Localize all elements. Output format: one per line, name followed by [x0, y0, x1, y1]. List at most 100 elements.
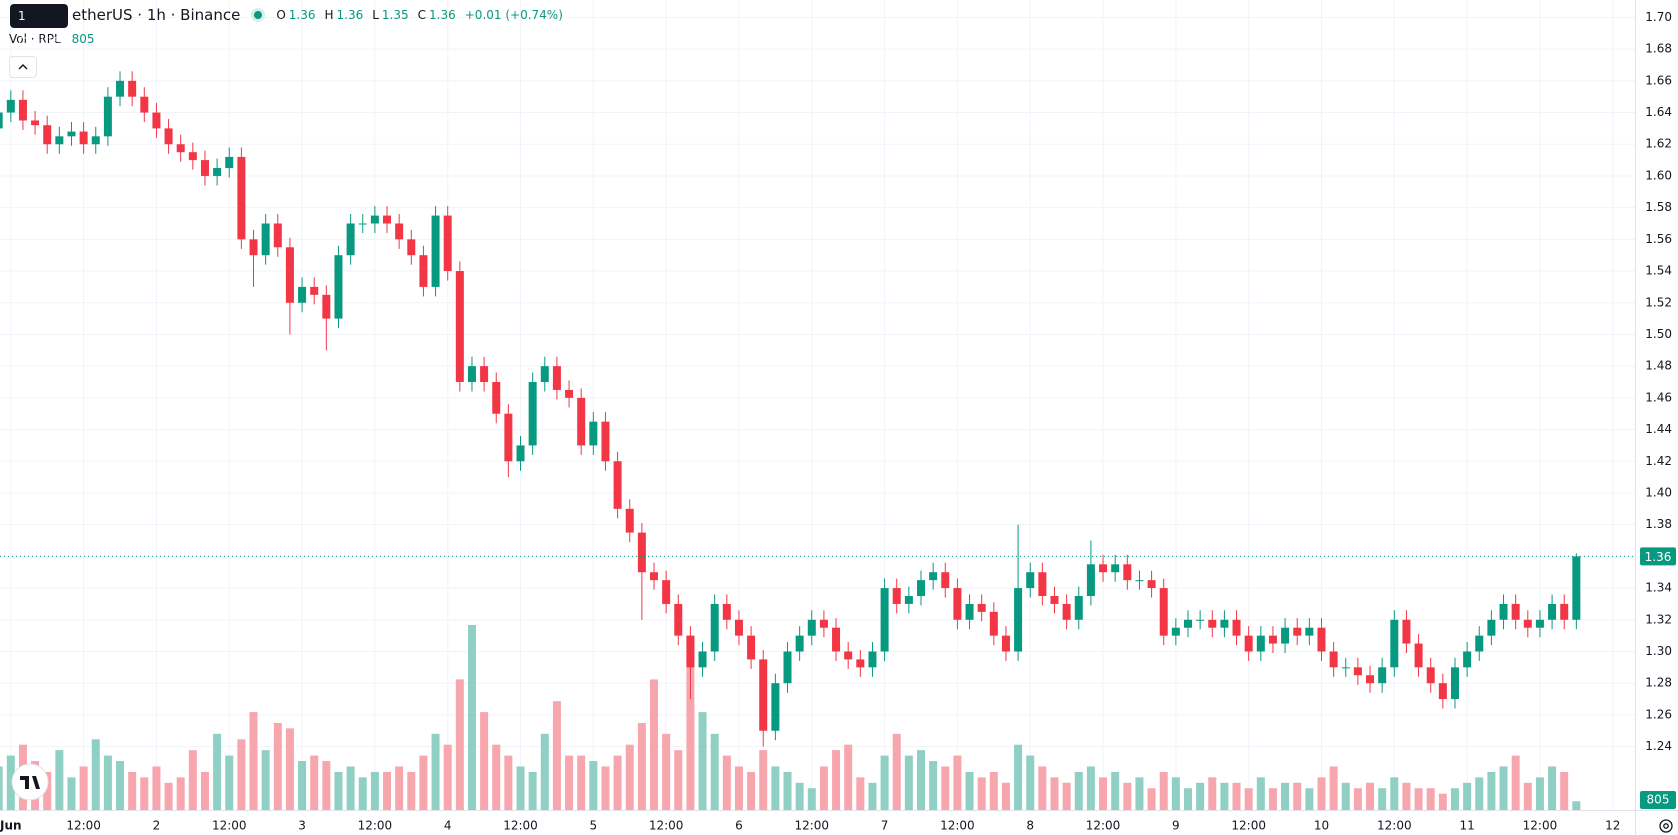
volume-bar	[1353, 788, 1362, 810]
y-tick-label: 1.56	[1645, 232, 1672, 246]
close-value: 1.36	[429, 8, 456, 22]
volume-bar	[953, 755, 962, 810]
candle-body	[1414, 643, 1423, 668]
volume-bar	[832, 750, 841, 810]
candle-body	[698, 651, 707, 668]
candle-body	[1196, 619, 1205, 621]
x-tick-label: 12:00	[212, 819, 247, 833]
volume-bar	[358, 777, 367, 810]
volume-bar	[650, 679, 659, 810]
candle-body	[783, 651, 792, 684]
candle-body	[140, 96, 149, 113]
volume-bar	[1062, 782, 1071, 810]
candle-body	[480, 366, 489, 383]
volume-bar	[1196, 782, 1205, 810]
candle-body	[407, 239, 416, 256]
y-tick-label: 1.60	[1645, 168, 1672, 182]
candle-body	[176, 144, 185, 153]
volume-bar	[395, 766, 404, 810]
x-tick-label: 4	[444, 819, 452, 833]
volume-bar	[1414, 788, 1423, 810]
candle-body	[310, 286, 319, 295]
volume-bar	[1220, 782, 1229, 810]
volume-bar	[1171, 777, 1180, 810]
candle-body	[383, 215, 392, 224]
volume-value: 805	[71, 32, 95, 46]
candle-body	[298, 286, 307, 303]
volume-bar	[577, 755, 586, 810]
volume-bar	[1208, 777, 1217, 810]
x-tick-label: 12:00	[1231, 819, 1266, 833]
volume-bar	[759, 750, 768, 810]
volume-bar	[431, 733, 440, 810]
y-tick-label: 1.70	[1645, 10, 1672, 24]
candle-body	[892, 588, 901, 604]
candle-body	[807, 619, 816, 636]
candle-body	[686, 635, 695, 668]
volume-bar	[1426, 788, 1435, 810]
y-tick-label: 1.68	[1645, 42, 1672, 56]
volume-bar	[1463, 782, 1472, 810]
y-tick-label: 1.44	[1645, 422, 1672, 436]
volume-bar	[795, 782, 804, 810]
candle-body	[358, 223, 367, 225]
candle-body	[79, 131, 88, 145]
volume-bar	[1523, 782, 1532, 810]
settings-icon[interactable]	[1656, 816, 1676, 835]
candle-body	[1499, 603, 1508, 620]
candle-body	[395, 223, 404, 240]
volume-bar	[989, 771, 998, 810]
candle-body	[1560, 603, 1569, 620]
candle-body	[1244, 635, 1253, 652]
volume-bar	[965, 771, 974, 810]
volume-bar	[55, 750, 64, 810]
candle-body	[941, 572, 950, 589]
volume-value-box	[1640, 791, 1676, 809]
volume-row: Vol · RPL 805	[9, 32, 95, 46]
volume-bar	[1038, 766, 1047, 810]
candle-body	[0, 112, 3, 129]
volume-bar	[334, 771, 343, 810]
candle-body	[1086, 564, 1095, 597]
volume-bar	[285, 728, 294, 810]
volume-bar	[370, 771, 379, 810]
candle-body	[164, 128, 173, 145]
collapse-button[interactable]	[9, 56, 37, 78]
status-dot	[251, 8, 266, 22]
logo[interactable]	[10, 762, 50, 802]
volume-bar	[322, 761, 331, 810]
y-tick-label: 1.48	[1645, 359, 1672, 373]
candle-body	[419, 255, 428, 287]
volume-bar	[261, 750, 270, 810]
candle-body	[832, 627, 841, 652]
candle-body	[1293, 627, 1302, 636]
volume-bar	[1281, 782, 1290, 810]
y-tick-label: 1.50	[1645, 327, 1672, 341]
candle-body	[1438, 683, 1447, 700]
candle-body	[552, 366, 561, 390]
volume-pane	[0, 625, 1581, 810]
volume-bar	[164, 782, 173, 810]
volume-bar	[516, 766, 525, 810]
volume-bar	[540, 733, 549, 810]
volume-bar	[1438, 793, 1447, 810]
candle-body	[1329, 651, 1338, 668]
candle-body	[625, 508, 634, 533]
volume-bar	[722, 755, 731, 810]
candle-body	[1159, 588, 1168, 636]
volume-bar	[1305, 788, 1314, 810]
volume-bar	[637, 722, 646, 810]
volume-bar	[783, 771, 792, 810]
candle-body	[103, 96, 112, 137]
y-tick-label: 1.34	[1645, 581, 1672, 595]
last-price-box	[1640, 547, 1676, 566]
volume-bar	[686, 635, 695, 810]
volume-bar	[941, 766, 950, 810]
candle-body	[722, 603, 731, 620]
volume-bar	[1475, 777, 1484, 810]
candle-body	[1426, 667, 1435, 684]
volume-bar	[1511, 755, 1520, 810]
candle-body	[1390, 619, 1399, 668]
volume-bar	[1535, 777, 1544, 810]
